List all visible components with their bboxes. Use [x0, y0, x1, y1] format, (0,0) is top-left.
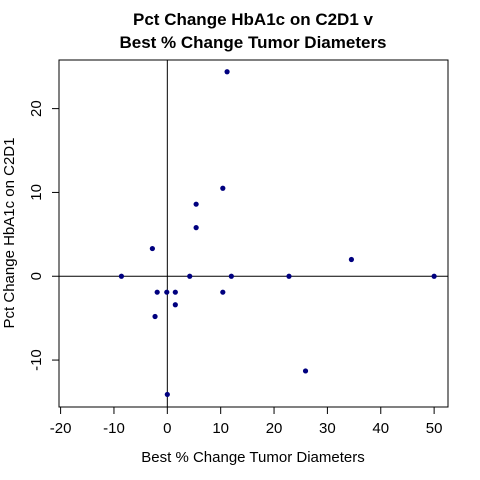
x-tick-label: 0 [163, 420, 171, 437]
data-point [193, 201, 199, 207]
data-point [187, 273, 193, 279]
data-point [172, 289, 178, 295]
x-tick-label: -10 [103, 420, 125, 437]
y-axis: -10 0 10 20 [28, 100, 59, 371]
y-tick-label: 0 [28, 272, 45, 280]
chart-title-line-1: Pct Change HbA1c on C2D1 v [133, 10, 373, 29]
data-point [152, 313, 158, 320]
data-point [164, 391, 170, 398]
data-point [431, 273, 437, 279]
x-tick-label: -20 [50, 420, 72, 437]
x-axis: -20 -10 0 10 20 30 40 50 [50, 407, 443, 437]
chart-title-line-2: Best % Change Tumor Diameters [119, 33, 386, 52]
data-point [164, 289, 170, 295]
x-tick-label: 30 [319, 420, 336, 437]
data-point [154, 289, 160, 295]
x-axis-label: Best % Change Tumor Diameters [141, 449, 364, 466]
data-point [193, 225, 199, 231]
data-point [286, 273, 292, 279]
x-tick-label: 40 [372, 420, 389, 437]
data-point [172, 302, 178, 308]
data-point [220, 289, 226, 295]
x-tick-label: 50 [426, 420, 443, 437]
y-tick-label: 10 [28, 184, 45, 201]
x-tick-label: 20 [266, 420, 283, 437]
x-tick-label: 10 [212, 420, 229, 437]
data-points [118, 69, 437, 398]
y-axis-label: Pct Change HbA1c on C2D1 [1, 138, 18, 329]
y-tick-label: -10 [28, 349, 45, 371]
data-point [224, 69, 230, 75]
data-point [149, 245, 155, 252]
data-point [220, 185, 226, 191]
y-tick-label: 20 [28, 100, 45, 117]
data-point [302, 368, 309, 374]
data-point [348, 256, 355, 263]
data-point [118, 273, 125, 279]
data-point [228, 273, 234, 279]
plot-frame [58, 59, 449, 408]
